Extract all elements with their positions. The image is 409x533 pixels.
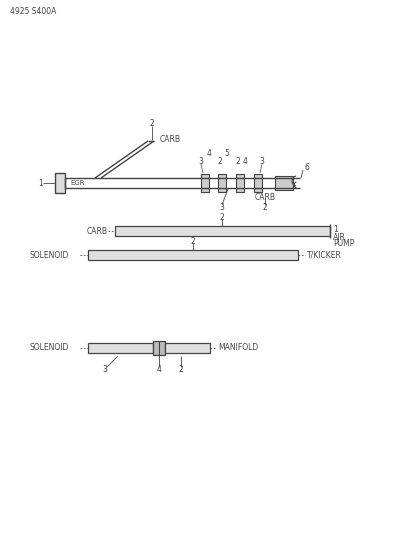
Text: 3: 3 bbox=[259, 157, 264, 166]
Bar bbox=[115, 226, 329, 236]
Text: PUMP: PUMP bbox=[332, 238, 353, 247]
Text: MANIFOLD: MANIFOLD bbox=[218, 343, 258, 352]
Text: SOLENOID: SOLENOID bbox=[30, 343, 69, 352]
Text: SOLENOID: SOLENOID bbox=[30, 251, 69, 260]
Bar bbox=[218, 174, 225, 192]
Text: T/KICKER: T/KICKER bbox=[306, 251, 341, 260]
Text: 3: 3 bbox=[102, 366, 107, 375]
Text: 2: 2 bbox=[149, 118, 154, 127]
Bar bbox=[153, 341, 164, 355]
Text: 3: 3 bbox=[219, 204, 224, 213]
Text: CARB: CARB bbox=[254, 193, 275, 203]
Text: 4925 S400A: 4925 S400A bbox=[10, 6, 56, 15]
Text: 6: 6 bbox=[304, 164, 309, 173]
Text: 2: 2 bbox=[262, 204, 267, 213]
Text: 2: 2 bbox=[178, 366, 183, 375]
Text: 2: 2 bbox=[190, 237, 195, 246]
Text: 2: 2 bbox=[235, 157, 240, 166]
Bar bbox=[254, 174, 261, 192]
Text: 2: 2 bbox=[219, 213, 224, 222]
Text: EGR: EGR bbox=[70, 180, 84, 186]
Text: CARB: CARB bbox=[87, 227, 108, 236]
Text: 4: 4 bbox=[242, 157, 247, 166]
Text: 4: 4 bbox=[206, 149, 211, 158]
Bar bbox=[164, 343, 209, 353]
Bar bbox=[88, 250, 297, 260]
Text: 4: 4 bbox=[156, 366, 161, 375]
Bar bbox=[55, 173, 65, 193]
Text: 2: 2 bbox=[217, 157, 222, 166]
Bar bbox=[200, 174, 209, 192]
Bar bbox=[88, 343, 153, 353]
Bar bbox=[274, 176, 292, 190]
Text: 5: 5 bbox=[224, 149, 229, 158]
Text: 1: 1 bbox=[38, 179, 43, 188]
Bar bbox=[236, 174, 243, 192]
Text: CARB: CARB bbox=[160, 135, 180, 144]
Text: 1: 1 bbox=[332, 224, 337, 233]
Text: AIR: AIR bbox=[332, 232, 345, 241]
Text: 3: 3 bbox=[198, 157, 203, 166]
